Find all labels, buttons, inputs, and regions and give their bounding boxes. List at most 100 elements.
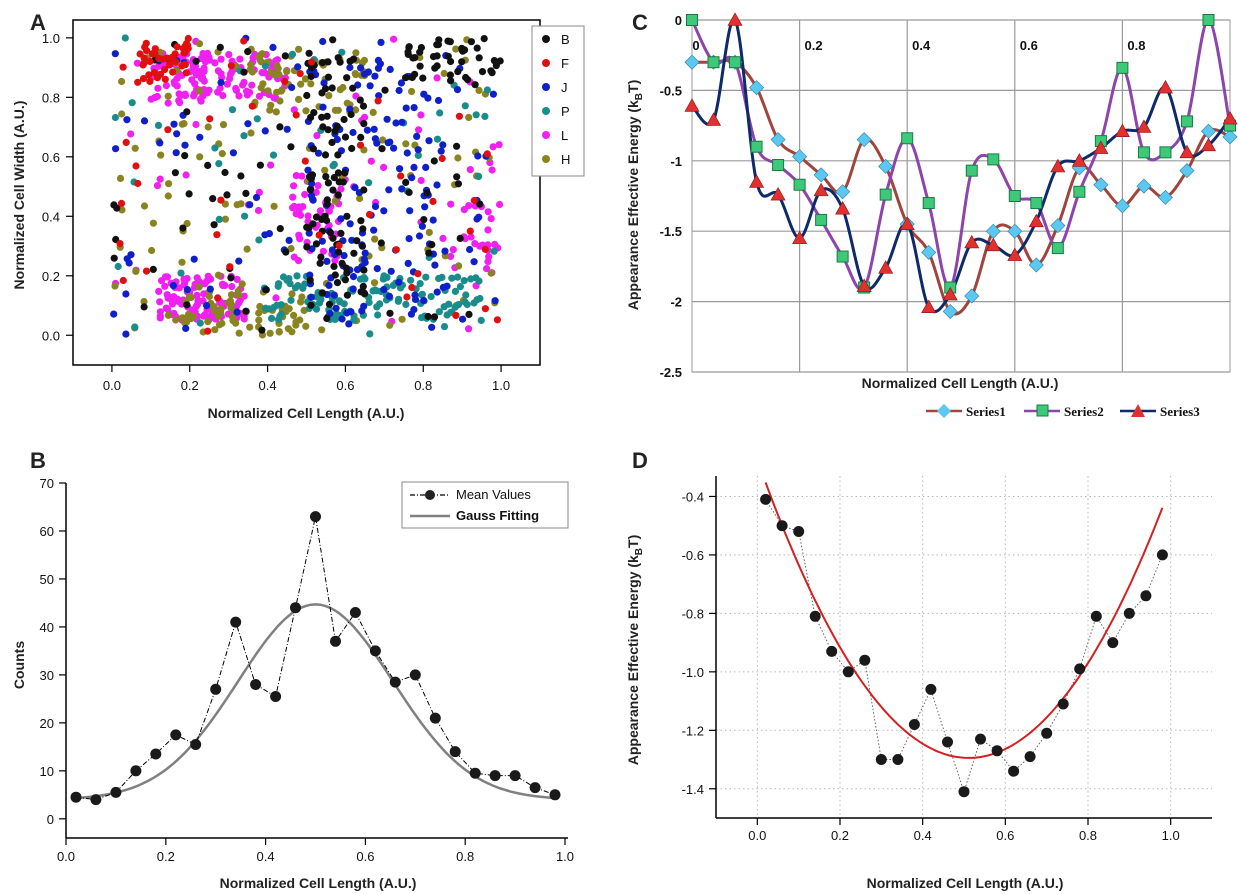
scatter-point-h (273, 88, 281, 96)
scatter-point-j (206, 285, 214, 293)
mean-value-point (429, 712, 441, 724)
scatter-point-p (128, 99, 136, 107)
fit-curve-d (764, 482, 1164, 759)
scatter-point-j (269, 43, 277, 52)
series3-point (856, 278, 872, 292)
scatter-point-l (233, 302, 241, 310)
scatter-point-j (328, 246, 336, 254)
series3-point (1093, 140, 1109, 154)
scatter-point-h (157, 151, 165, 159)
scatter-point-l (183, 274, 191, 283)
scatter-point-b (328, 138, 336, 147)
scatter-point-h (204, 318, 212, 326)
scatter-point-b (428, 241, 436, 249)
scatter-point-h (111, 282, 119, 290)
scatter-point-b (312, 240, 320, 248)
scatter-point-h (370, 279, 379, 287)
scatter-point-p (196, 319, 204, 327)
scatter-point-p (422, 273, 430, 281)
scatter-point-p (261, 304, 270, 312)
x-tick-label-c: 0.2 (805, 38, 823, 53)
series3-point (727, 12, 743, 26)
legend-marker-p (542, 107, 550, 115)
scatter-point-h (243, 245, 251, 253)
y-tick-label-a: 0.8 (42, 90, 60, 105)
scatter-point-b (325, 300, 334, 308)
series1-point (985, 223, 1001, 239)
x-tick-label-d: 0.4 (914, 828, 932, 843)
scatter-point-l (151, 94, 159, 102)
y-tick-label-a: 1.0 (42, 31, 60, 46)
scatter-point-j (470, 258, 478, 266)
series3-point (1157, 79, 1173, 94)
scatter-point-h (178, 258, 186, 266)
scatter-point-h (295, 95, 303, 103)
scatter-point-b (333, 122, 341, 130)
scatter-point-l (415, 126, 423, 134)
mean-value-point (250, 679, 262, 690)
data-point-d (1008, 765, 1020, 777)
scatter-point-j (433, 288, 441, 296)
x-axis-label-b: Normalized Cell Length (A.U.) (220, 875, 417, 891)
scatter-point-l (235, 92, 243, 100)
scatter-point-h (296, 316, 304, 324)
series1-point (878, 158, 894, 174)
scatter-point-b (408, 73, 416, 82)
line-chart-c: C 0 0.2 0.4 0.6 0.8 0 -0.5 -1 -1.5 -2 -2.5 Normali… (625, 10, 1238, 419)
scatter-point-p (283, 276, 291, 284)
scatter-point-p (240, 132, 248, 140)
x-tick-label-d: 0.8 (1079, 828, 1097, 843)
series3-point (1050, 158, 1066, 173)
scatter-point-b (473, 44, 481, 52)
scatter-point-b (425, 249, 433, 257)
scatter-point-b (341, 133, 350, 141)
series2-point (1180, 115, 1193, 128)
scatter-point-b (446, 71, 454, 79)
mean-value-point (310, 511, 321, 523)
scatter-point-j (373, 265, 381, 273)
scatter-point-b (350, 249, 358, 257)
scatter-point-h (331, 197, 339, 205)
scatter-point-j (398, 118, 406, 126)
series1-point (1136, 178, 1152, 194)
scatter-point-f (392, 246, 400, 254)
y-tick-label-b: 60 (40, 524, 54, 539)
scatter-point-j (181, 141, 189, 149)
scatter-point-h (356, 194, 364, 203)
scatter-point-b (330, 174, 338, 182)
scatter-point-h (371, 235, 379, 243)
scatter-point-h (288, 290, 296, 298)
scatter-point-h (255, 316, 263, 324)
scatter-point-b (303, 91, 311, 100)
scatter-point-b (349, 84, 357, 92)
scatter-point-l (290, 253, 298, 261)
scatter-point-b (467, 38, 475, 46)
series2-point (1159, 146, 1172, 159)
scatter-point-j (319, 37, 327, 46)
scatter-point-b (209, 195, 217, 203)
scatter-point-f (481, 245, 489, 253)
scatter-point-j (363, 126, 371, 134)
scatter-point-h (149, 219, 157, 227)
legend-label-series1: Series1 (966, 404, 1006, 419)
scatter-point-b (329, 186, 337, 194)
scatter-point-b (287, 143, 295, 151)
scatter-point-b (359, 225, 367, 233)
scatter-point-l (161, 282, 169, 290)
scatter-point-h (237, 200, 245, 208)
scatter-point-h (302, 322, 310, 330)
scatter-point-l (204, 49, 212, 58)
scatter-point-p (407, 276, 415, 284)
scatter-point-f (429, 197, 437, 205)
scatter-point-b (323, 112, 331, 120)
x-tick-label-d: 0.2 (831, 828, 849, 843)
scatter-point-p (475, 172, 483, 180)
scatter-point-l (367, 157, 375, 165)
y-tick-label-a: 0.2 (42, 269, 60, 284)
panel-b-line: B 0.0 0.2 0.4 0.6 0.8 1.0 0 10 20 30 40 50 60 70 Norm… (0, 440, 610, 894)
scatter-point-j (392, 119, 400, 127)
scatter-point-h (217, 309, 225, 317)
scatter-point-l (192, 302, 200, 310)
data-point-d (942, 736, 953, 748)
mean-value-point (389, 676, 401, 688)
